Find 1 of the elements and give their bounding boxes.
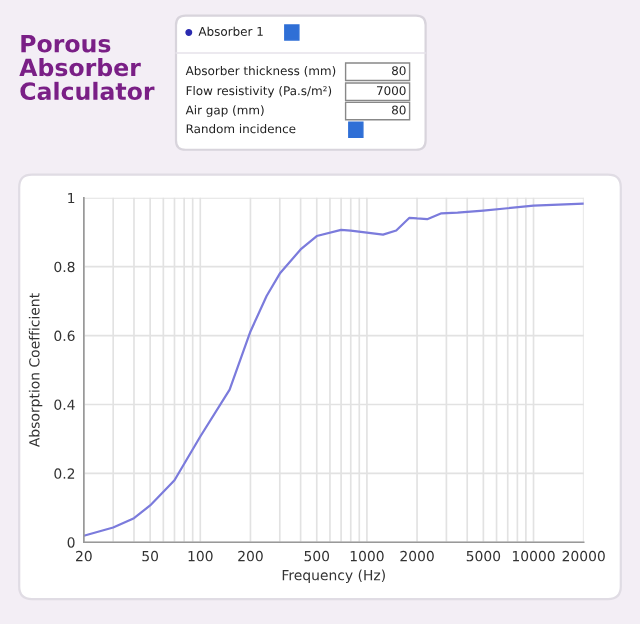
chart-title: Porous Absorber Calculator [19,35,155,101]
